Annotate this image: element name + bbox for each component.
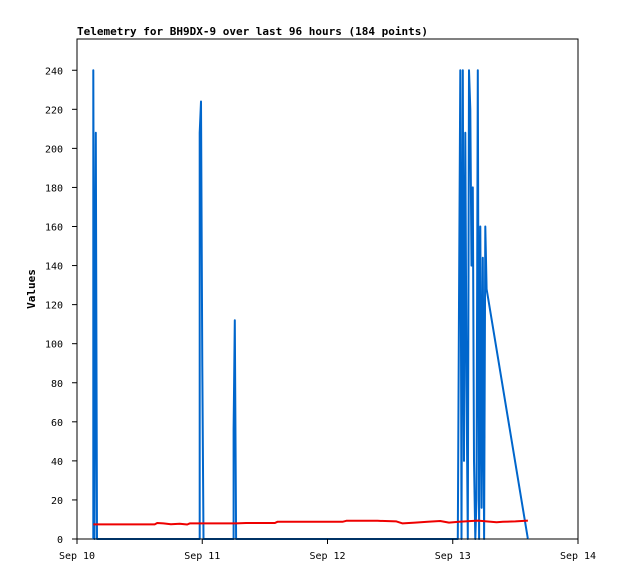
series-line-1 bbox=[92, 69, 529, 540]
x-tick-label: Sep 12 bbox=[309, 551, 345, 562]
y-axis: 0 20 40 60 80 100 120 140 160 180 200 220 240 bbox=[45, 66, 77, 546]
x-axis: Sep 10 Sep 11 Sep 12 Sep 13 Sep 14 bbox=[59, 539, 596, 562]
y-tick-label: 180 bbox=[45, 183, 63, 194]
plot-area bbox=[76, 38, 579, 540]
chart-title: Telemetry for BH9DX-9 over last 96 hours… bbox=[77, 25, 428, 38]
series-line-2 bbox=[93, 519, 528, 526]
y-tick-label: 60 bbox=[51, 418, 63, 429]
x-tick-label: Sep 10 bbox=[59, 551, 95, 562]
y-tick-label: 220 bbox=[45, 105, 63, 116]
y-axis-label: Values bbox=[25, 269, 38, 309]
x-tick-label: Sep 11 bbox=[184, 551, 220, 562]
y-tick-label: 40 bbox=[51, 457, 63, 468]
y-tick-label: 120 bbox=[45, 301, 63, 312]
y-tick-label: 160 bbox=[45, 223, 63, 234]
y-tick-label: 80 bbox=[51, 379, 63, 390]
y-tick-label: 200 bbox=[45, 144, 63, 155]
y-tick-label: 0 bbox=[57, 535, 63, 546]
series-layer bbox=[92, 69, 529, 540]
y-tick-label: 100 bbox=[45, 340, 63, 351]
y-tick-label: 240 bbox=[45, 66, 63, 77]
y-tick-label: 140 bbox=[45, 262, 63, 273]
y-tick-label: 20 bbox=[51, 496, 63, 507]
x-tick-label: Sep 14 bbox=[560, 551, 596, 562]
x-tick-label: Sep 13 bbox=[435, 551, 471, 562]
